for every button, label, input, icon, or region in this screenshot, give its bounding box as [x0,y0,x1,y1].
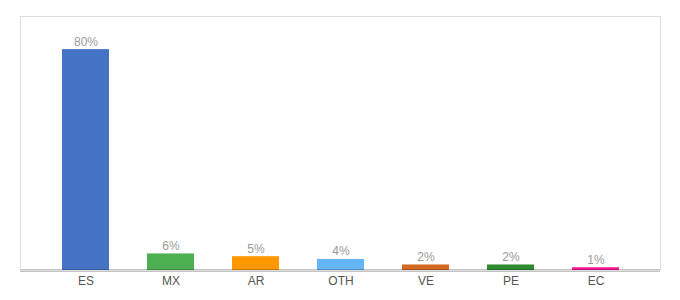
svg-text:2%: 2% [502,250,520,264]
svg-text:5%: 5% [247,242,265,256]
svg-text:6%: 6% [162,239,180,253]
svg-text:1%: 1% [587,253,605,267]
svg-text:VE: VE [418,274,434,288]
svg-text:PE: PE [503,274,519,288]
svg-text:OTH: OTH [328,274,353,288]
svg-text:AR: AR [248,274,265,288]
svg-text:MX: MX [162,274,180,288]
svg-text:80%: 80% [74,35,98,49]
svg-text:EC: EC [588,274,605,288]
svg-text:ES: ES [78,274,94,288]
svg-text:2%: 2% [417,250,435,264]
svg-text:4%: 4% [332,244,350,258]
